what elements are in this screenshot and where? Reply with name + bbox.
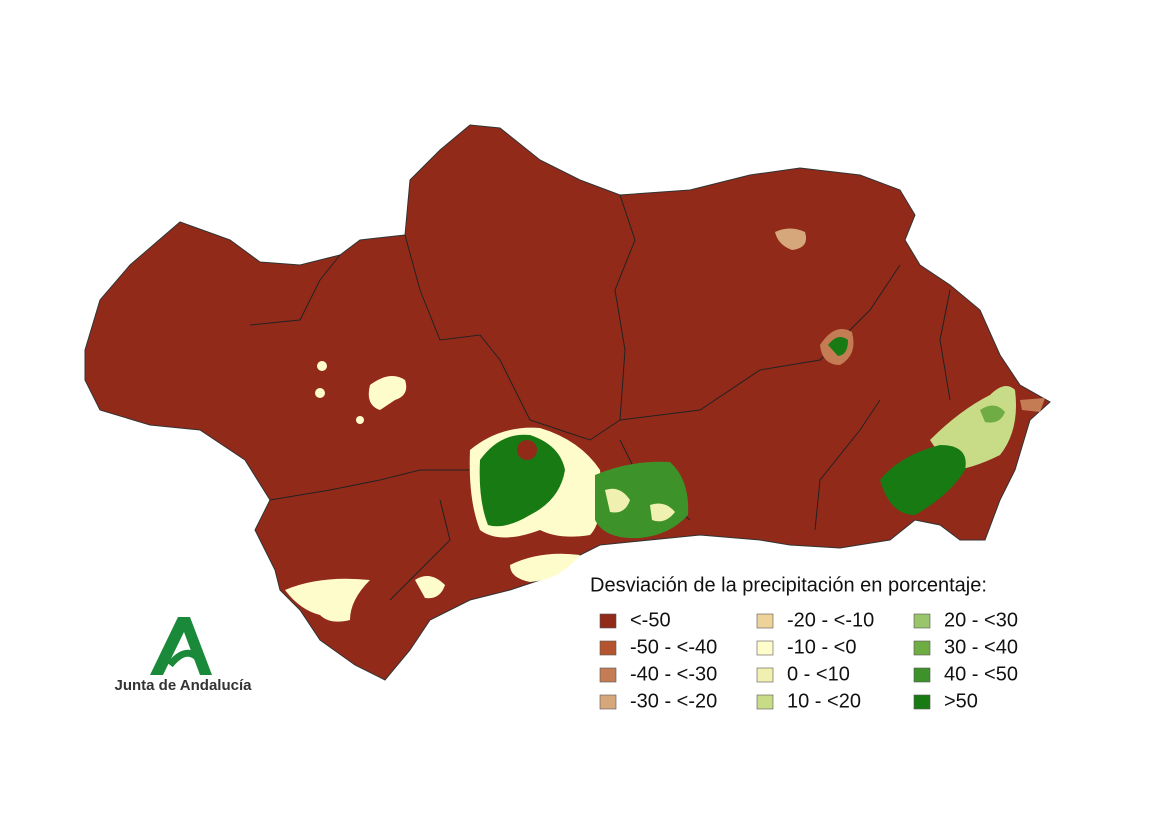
precipitation-patches — [285, 228, 1045, 622]
legend-label: 10 - <20 — [787, 690, 861, 712]
legend-label: 0 - <10 — [787, 663, 850, 685]
legend-label: 20 - <30 — [944, 609, 1018, 631]
legend-swatch — [756, 640, 774, 656]
legend-swatch — [599, 640, 617, 656]
legend-label: -30 - <-20 — [630, 690, 717, 712]
legend-title: Desviación de la precipitación en porcen… — [590, 574, 987, 596]
legend-swatch — [756, 667, 774, 683]
legend: <-50 -50 - <-40 -40 - <-30 -30 - <-20 -20 - … — [599, 609, 1018, 712]
legend-label: 30 - <40 — [944, 636, 1018, 658]
legend-label: -10 - <0 — [787, 636, 856, 658]
legend-label: -40 - <-30 — [630, 663, 717, 685]
logo-text: Junta de Andalucía — [115, 677, 253, 694]
legend-swatch — [756, 613, 774, 629]
logo-mark — [167, 649, 209, 670]
region-shape — [84, 124, 1051, 681]
legend-swatch — [913, 613, 931, 629]
legend-swatch — [756, 694, 774, 710]
legend-swatch — [913, 640, 931, 656]
legend-swatch — [913, 667, 931, 683]
legend-label: -20 - <-10 — [787, 609, 874, 631]
region-map — [84, 124, 1051, 681]
legend-label: 40 - <50 — [944, 663, 1018, 685]
legend-swatch — [599, 694, 617, 710]
legend-swatch — [599, 613, 617, 629]
logo: Junta de Andalucía — [115, 617, 253, 694]
legend-label: <-50 — [630, 609, 671, 631]
legend-label: -50 - <-40 — [630, 636, 717, 658]
legend-swatch — [913, 694, 931, 710]
legend-swatch — [599, 667, 617, 683]
legend-label: >50 — [944, 690, 978, 712]
